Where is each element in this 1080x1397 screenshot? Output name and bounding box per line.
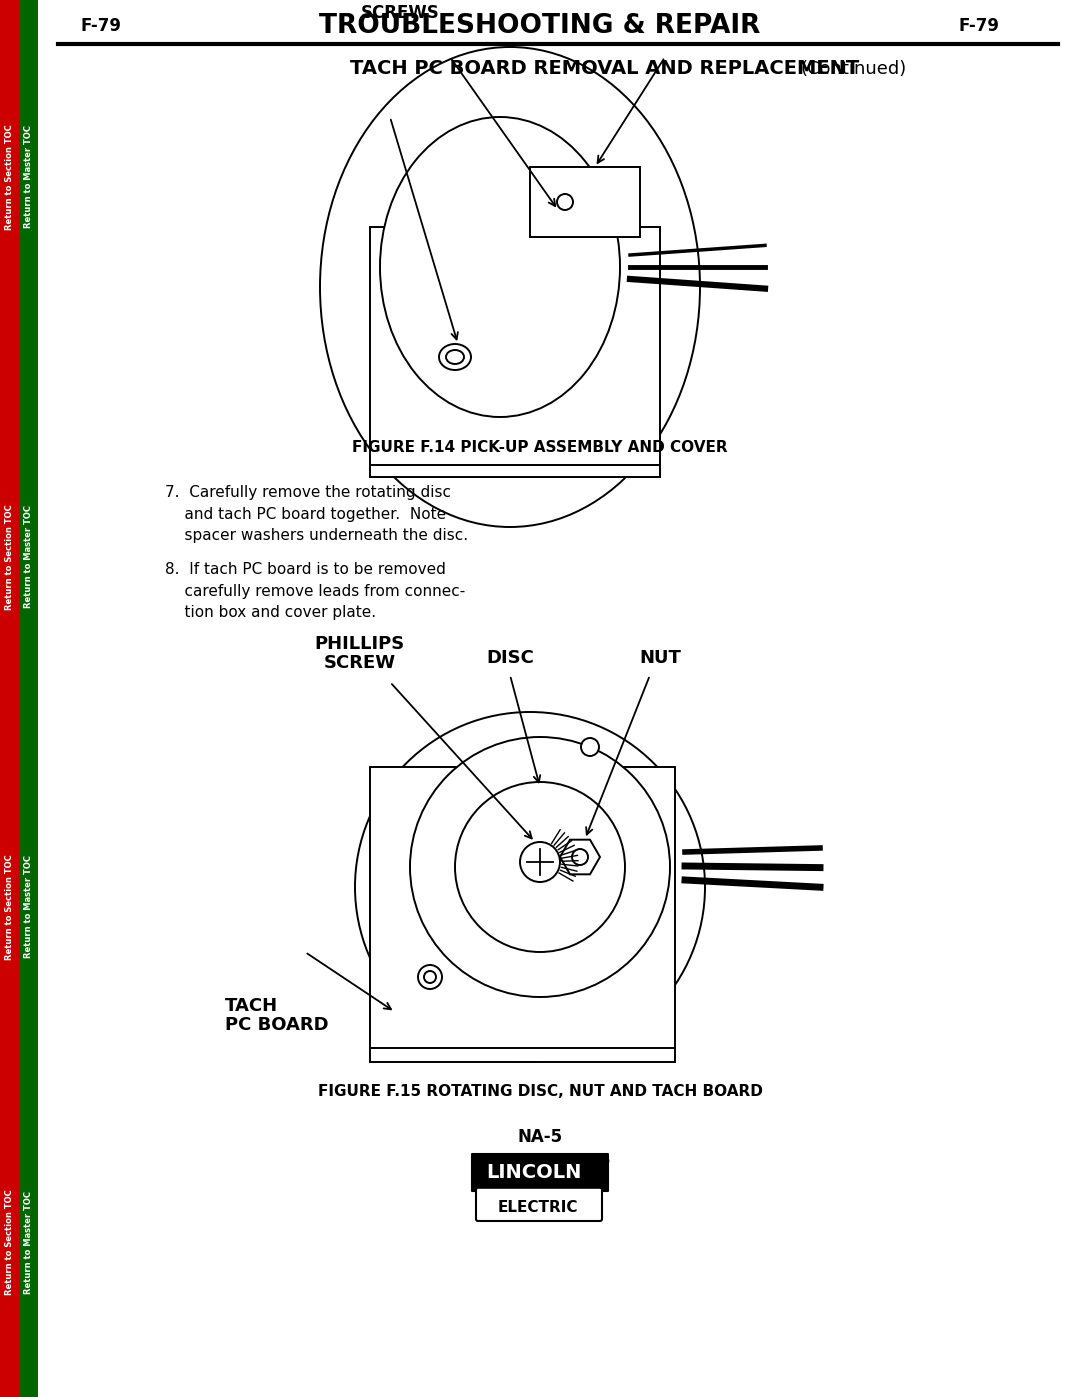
Bar [0, 0, 19, 1397]
Circle shape [355, 712, 705, 1062]
Text: F-79: F-79 [959, 17, 1000, 35]
Text: Return to Section TOC: Return to Section TOC [5, 124, 14, 231]
Text: Return to Master TOC: Return to Master TOC [24, 126, 33, 229]
Text: TACH PC BOARD REMOVAL AND REPLACEMENT: TACH PC BOARD REMOVAL AND REPLACEMENT [350, 60, 860, 78]
Circle shape [410, 738, 670, 997]
Ellipse shape [380, 117, 620, 416]
Text: LINCOLN: LINCOLN [486, 1162, 582, 1182]
Bar [19, 0, 38, 1397]
Text: ®: ® [600, 1157, 610, 1166]
Text: 8.  If tach PC board is to be removed
    carefully remove leads from connec-
  : 8. If tach PC board is to be removed car… [165, 562, 465, 620]
Circle shape [572, 849, 588, 865]
Text: FIGURE F.14 PICK-UP ASSEMBLY AND COVER: FIGURE F.14 PICK-UP ASSEMBLY AND COVER [352, 440, 728, 454]
Circle shape [424, 971, 436, 983]
Text: NUT: NUT [639, 650, 680, 666]
Circle shape [418, 965, 442, 989]
Text: (Continued): (Continued) [800, 60, 906, 78]
Bar [472, 1154, 608, 1192]
Text: TACH ASSEMBLY
COVER: TACH ASSEMBLY COVER [609, 0, 760, 1]
Circle shape [581, 738, 599, 756]
Bar [370, 767, 675, 1062]
Text: PHILLIPS
SCREW: PHILLIPS SCREW [315, 634, 405, 672]
Text: Return to Section TOC: Return to Section TOC [5, 854, 14, 960]
Text: Return to Section TOC: Return to Section TOC [5, 504, 14, 610]
Ellipse shape [438, 344, 471, 370]
Text: SCREWS: SCREWS [361, 4, 440, 22]
Bar [530, 168, 640, 237]
Circle shape [557, 194, 573, 210]
Text: DISC: DISC [486, 650, 534, 666]
Text: TROUBLESHOOTING & REPAIR: TROUBLESHOOTING & REPAIR [320, 13, 760, 39]
Text: Return to Master TOC: Return to Master TOC [24, 855, 33, 958]
Text: NA-5: NA-5 [517, 1127, 563, 1146]
Circle shape [455, 782, 625, 951]
Polygon shape [561, 840, 600, 875]
Ellipse shape [320, 47, 700, 527]
Ellipse shape [446, 351, 464, 365]
Text: ELECTRIC: ELECTRIC [498, 1200, 578, 1214]
Text: TACH
PC BOARD: TACH PC BOARD [225, 997, 328, 1034]
Text: F-79: F-79 [80, 17, 121, 35]
FancyBboxPatch shape [476, 1187, 602, 1221]
Circle shape [519, 842, 561, 882]
Text: Return to Section TOC: Return to Section TOC [5, 1189, 14, 1295]
Text: Return to Master TOC: Return to Master TOC [24, 1190, 33, 1294]
Text: 7.  Carefully remove the rotating disc
    and tach PC board together.  Note
   : 7. Carefully remove the rotating disc an… [165, 485, 468, 543]
Bar [370, 226, 660, 476]
Text: Return to Master TOC: Return to Master TOC [24, 506, 33, 609]
Text: FIGURE F.15 ROTATING DISC, NUT AND TACH BOARD: FIGURE F.15 ROTATING DISC, NUT AND TACH … [318, 1084, 762, 1099]
